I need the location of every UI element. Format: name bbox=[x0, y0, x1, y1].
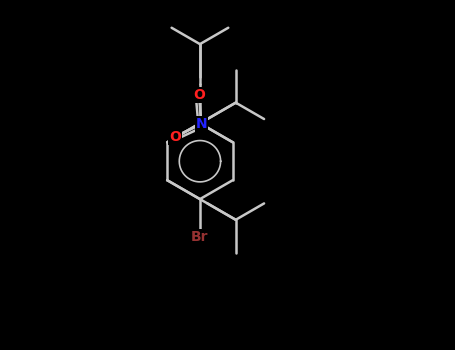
Text: O: O bbox=[193, 88, 205, 102]
Text: N: N bbox=[196, 117, 207, 131]
Text: O: O bbox=[169, 130, 181, 144]
Text: Br: Br bbox=[191, 230, 209, 244]
